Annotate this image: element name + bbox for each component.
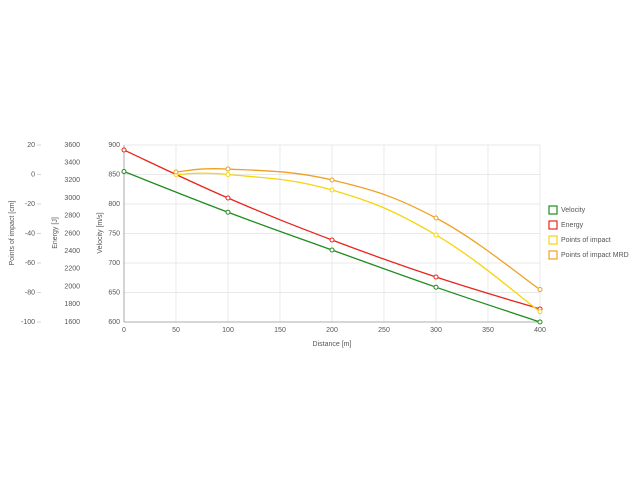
legend-label: Energy	[561, 222, 584, 229]
y2-tick-label: 1800	[64, 301, 80, 308]
legend-label: Points of impact	[561, 237, 611, 244]
x-tick-label: 400	[534, 327, 546, 334]
x-tick-label: 200	[326, 327, 338, 334]
y-tick-label: 900	[108, 142, 120, 149]
y3-tick-label: -100	[21, 319, 35, 326]
y2-tick-label: 2400	[64, 248, 80, 255]
y-tick-label: 600	[108, 319, 120, 326]
point	[225, 166, 231, 172]
y3-tick-label: -60	[25, 260, 35, 267]
point	[329, 187, 335, 193]
y2-tick-label: 2200	[64, 266, 80, 273]
legend-swatch	[548, 235, 558, 245]
point	[433, 274, 439, 280]
y2-tick-label: 3200	[64, 177, 80, 184]
point	[121, 147, 127, 153]
y3-axis-title: Points of impact [cm]	[9, 200, 16, 265]
y-axis-title: Velocity [m/s]	[97, 212, 104, 253]
y2-tick-label: 2800	[64, 213, 80, 220]
y2-tick-label: 3000	[64, 195, 80, 202]
legend-label: Velocity	[561, 207, 586, 214]
legend-swatch	[548, 205, 558, 215]
point	[121, 169, 127, 175]
y2-tick-label: 3400	[64, 160, 80, 167]
y-tick-label: 700	[108, 260, 120, 267]
y-tick-label: 650	[108, 289, 120, 296]
point	[225, 172, 231, 177]
point	[329, 237, 335, 243]
y2-axis-title: Energy [J]	[52, 217, 59, 249]
point	[433, 284, 439, 290]
series-line	[175, 172, 541, 313]
x-tick-label: 100	[222, 327, 234, 334]
legend-swatch	[548, 250, 558, 260]
point	[537, 319, 543, 325]
y2-tick-label: 3600	[64, 142, 80, 149]
y-tick-label: 850	[108, 171, 120, 178]
x-tick-label: 250	[378, 327, 390, 334]
point	[225, 209, 231, 215]
point	[537, 309, 543, 315]
point	[173, 169, 179, 175]
y3-tick-label: 20	[27, 142, 35, 149]
x-tick-label: 300	[430, 327, 442, 334]
point	[537, 287, 543, 293]
point	[329, 247, 335, 253]
y3-tick-label: 0	[31, 171, 35, 178]
point	[329, 177, 335, 183]
point	[433, 215, 439, 221]
x-tick-label: 50	[172, 327, 180, 334]
y3-tick-label: -80	[25, 289, 35, 296]
x-tick-label: 350	[482, 327, 494, 334]
y-tick-label: 800	[108, 201, 120, 208]
legend-label: Points of impact MRD	[561, 252, 629, 259]
x-tick-label: 150	[274, 327, 286, 334]
point	[225, 195, 231, 201]
legend-swatch	[548, 220, 558, 230]
x-axis-title: Distance [m]	[313, 341, 352, 348]
point	[433, 232, 439, 238]
series-line	[175, 168, 541, 291]
y3-tick-label: -20	[25, 201, 35, 208]
y2-tick-label: 2000	[64, 283, 80, 290]
y-tick-label: 750	[108, 230, 120, 237]
y2-tick-label: 2600	[64, 230, 80, 237]
y2-tick-label: 1600	[64, 319, 80, 326]
x-tick-label: 0	[122, 327, 126, 334]
y3-tick-label: -40	[25, 230, 35, 237]
